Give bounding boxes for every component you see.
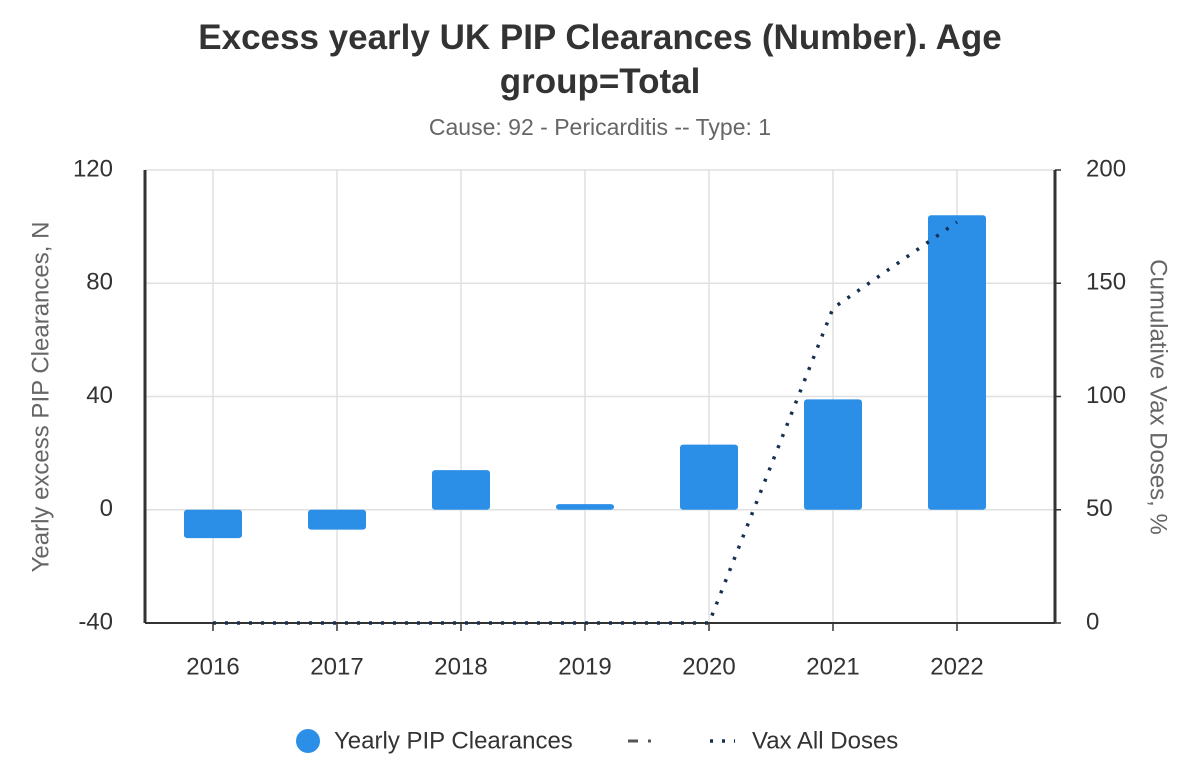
y2-axis-label: Cumulative Vax Doses, %	[1145, 259, 1172, 535]
y-tick-label: 0	[100, 495, 113, 522]
x-tick-label: 2020	[682, 653, 735, 680]
legend-symbol	[296, 729, 320, 753]
x-tick-label: 2016	[186, 653, 239, 680]
chart-subtitle: Cause: 92 - Pericarditis -- Type: 1	[428, 114, 772, 140]
y2-tick-label: 100	[1086, 382, 1126, 409]
y2-tick-label: 150	[1086, 269, 1126, 296]
legend-label: Vax All Doses	[752, 727, 898, 754]
x-tick-label: 2018	[434, 653, 487, 680]
x-tick-label: 2019	[558, 653, 611, 680]
bar	[432, 470, 490, 510]
line-series	[213, 220, 958, 625]
x-tick-label: 2017	[310, 653, 363, 680]
y-tick-label: 80	[86, 269, 113, 296]
y-tick-label: 40	[86, 382, 113, 409]
bar	[928, 215, 986, 510]
y-axis-label: Yearly excess PIP Clearances, N	[27, 222, 54, 573]
bar	[184, 509, 242, 539]
x-tick-label: 2021	[806, 653, 859, 680]
bar	[804, 399, 862, 510]
legend-label: Yearly PIP Clearances	[334, 727, 573, 754]
y-tick-label: 120	[73, 155, 113, 182]
bar	[680, 444, 738, 510]
y2-tick-label: 50	[1086, 495, 1113, 522]
y2-tick-label: 200	[1086, 155, 1126, 182]
chart-title: Excess yearly UK PIP Clearances (Number)…	[198, 18, 1002, 101]
bar	[556, 504, 614, 510]
x-tick-label: 2022	[930, 653, 983, 680]
bar	[308, 509, 366, 530]
y2-tick-label: 0	[1086, 608, 1099, 635]
y-tick-label: -40	[78, 608, 113, 635]
